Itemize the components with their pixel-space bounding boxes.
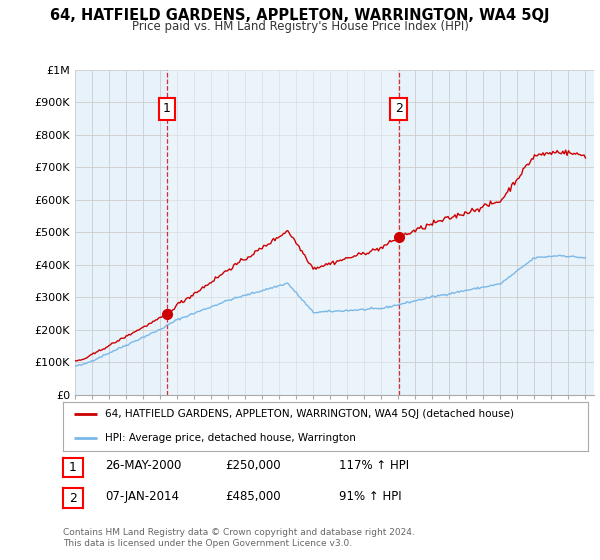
- Text: 2: 2: [69, 492, 77, 505]
- Text: Price paid vs. HM Land Registry's House Price Index (HPI): Price paid vs. HM Land Registry's House …: [131, 20, 469, 32]
- Text: 07-JAN-2014: 07-JAN-2014: [105, 490, 179, 503]
- Text: 2: 2: [395, 102, 403, 115]
- Text: 117% ↑ HPI: 117% ↑ HPI: [339, 459, 409, 473]
- Text: 1: 1: [163, 102, 171, 115]
- Text: 1: 1: [69, 461, 77, 474]
- Bar: [167, 70, 398, 395]
- Text: 64, HATFIELD GARDENS, APPLETON, WARRINGTON, WA4 5QJ (detached house): 64, HATFIELD GARDENS, APPLETON, WARRINGT…: [105, 409, 514, 419]
- Text: £250,000: £250,000: [225, 459, 281, 473]
- Text: Contains HM Land Registry data © Crown copyright and database right 2024.
This d: Contains HM Land Registry data © Crown c…: [63, 528, 415, 548]
- Text: 91% ↑ HPI: 91% ↑ HPI: [339, 490, 401, 503]
- Text: £485,000: £485,000: [225, 490, 281, 503]
- Text: 64, HATFIELD GARDENS, APPLETON, WARRINGTON, WA4 5QJ: 64, HATFIELD GARDENS, APPLETON, WARRINGT…: [50, 8, 550, 23]
- Text: HPI: Average price, detached house, Warrington: HPI: Average price, detached house, Warr…: [105, 433, 356, 443]
- Text: 26-MAY-2000: 26-MAY-2000: [105, 459, 181, 473]
